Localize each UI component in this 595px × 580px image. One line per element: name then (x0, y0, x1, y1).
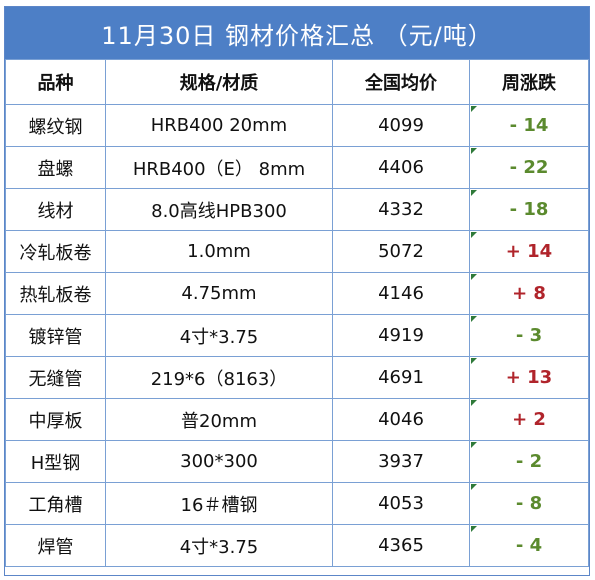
table-title: 11月30日 钢材价格汇总 （元/吨） (5, 7, 589, 59)
table-row: 焊管 4寸*3.75 4365 - 4 (5, 524, 589, 567)
cell-price: 4406 (332, 146, 470, 189)
cell-change: - 3 (469, 314, 589, 357)
cell-spec: 普20mm (105, 398, 333, 441)
change-value: + 8 (512, 283, 546, 304)
steel-price-table: 品种 规格/材质 全国均价 周涨跌 螺纹钢 HRB400 20mm 4099 - 14… (5, 59, 589, 567)
change-value: - 4 (515, 535, 543, 556)
cell-price: 4146 (332, 272, 470, 315)
cell-price: 4099 (332, 104, 470, 147)
corner-marker-icon (471, 358, 477, 364)
cell-variety: 线材 (5, 188, 106, 231)
table-row: 冷轧板卷 1.0mm 5072 + 14 (5, 230, 589, 273)
cell-price: 4919 (332, 314, 470, 357)
cell-variety: 工角槽 (5, 482, 106, 525)
cell-price: 4691 (332, 356, 470, 399)
price-value: 5072 (378, 241, 424, 262)
header-price: 全国均价 (332, 59, 470, 105)
price-summary-panel: 11月30日 钢材价格汇总 （元/吨） 品种 规格/材质 全国均价 周涨跌 螺纹… (4, 6, 590, 576)
table-row: 镀锌管 4寸*3.75 4919 - 3 (5, 314, 589, 357)
cell-spec: 16＃槽钢 (105, 482, 333, 525)
change-value: + 2 (512, 409, 546, 430)
table-row: 热轧板卷 4.75mm 4146 + 8 (5, 272, 589, 315)
corner-marker-icon (471, 442, 477, 448)
change-value: - 18 (509, 199, 549, 220)
change-value: + 13 (505, 367, 553, 388)
table-row: 中厚板 普20mm 4046 + 2 (5, 398, 589, 441)
cell-change: - 8 (469, 482, 589, 525)
table-row: H型钢 300*300 3937 - 2 (5, 440, 589, 483)
corner-marker-icon (471, 484, 477, 490)
change-value: - 14 (509, 115, 549, 136)
cell-spec: 4寸*3.75 (105, 524, 333, 567)
cell-change: - 4 (469, 524, 589, 567)
cell-variety: 螺纹钢 (5, 104, 106, 147)
cell-variety: 中厚板 (5, 398, 106, 441)
cell-change: - 22 (469, 146, 589, 189)
price-value: 4046 (378, 409, 424, 430)
corner-marker-icon (471, 232, 477, 238)
cell-spec: 4.75mm (105, 272, 333, 315)
header-spec: 规格/材质 (105, 59, 333, 105)
table-body: 螺纹钢 HRB400 20mm 4099 - 14 盘螺 HRB400（E） 8mm 440… (5, 104, 589, 567)
cell-spec: 4寸*3.75 (105, 314, 333, 357)
cell-variety: 镀锌管 (5, 314, 106, 357)
price-value: 4099 (378, 115, 424, 136)
cell-spec: HRB400 20mm (105, 104, 333, 147)
cell-variety: 无缝管 (5, 356, 106, 399)
cell-variety: 焊管 (5, 524, 106, 567)
table-row: 无缝管 219*6（8163） 4691 + 13 (5, 356, 589, 399)
corner-marker-icon (471, 190, 477, 196)
header-variety: 品种 (5, 59, 106, 105)
corner-marker-icon (471, 148, 477, 154)
cell-spec: HRB400（E） 8mm (105, 146, 333, 189)
corner-marker-icon (471, 274, 477, 280)
table-row: 盘螺 HRB400（E） 8mm 4406 - 22 (5, 146, 589, 189)
cell-variety: 热轧板卷 (5, 272, 106, 315)
cell-price: 4053 (332, 482, 470, 525)
price-value: 4365 (378, 535, 424, 556)
price-value: 3937 (378, 451, 424, 472)
cell-price: 4046 (332, 398, 470, 441)
cell-variety: H型钢 (5, 440, 106, 483)
cell-change: + 13 (469, 356, 589, 399)
header-change: 周涨跌 (469, 59, 589, 105)
corner-marker-icon (471, 400, 477, 406)
price-value: 4332 (378, 199, 424, 220)
header-row: 品种 规格/材质 全国均价 周涨跌 (5, 59, 589, 105)
corner-marker-icon (471, 526, 477, 532)
cell-change: + 2 (469, 398, 589, 441)
change-value: - 22 (509, 157, 549, 178)
cell-price: 4365 (332, 524, 470, 567)
cell-variety: 盘螺 (5, 146, 106, 189)
table-row: 工角槽 16＃槽钢 4053 - 8 (5, 482, 589, 525)
cell-spec: 219*6（8163） (105, 356, 333, 399)
cell-change: + 14 (469, 230, 589, 273)
corner-marker-icon (471, 316, 477, 322)
cell-change: + 8 (469, 272, 589, 315)
price-value: 4053 (378, 493, 424, 514)
cell-price: 5072 (332, 230, 470, 273)
cell-change: - 14 (469, 104, 589, 147)
change-value: - 8 (515, 493, 543, 514)
cell-spec: 300*300 (105, 440, 333, 483)
price-value: 4691 (378, 367, 424, 388)
table-row: 螺纹钢 HRB400 20mm 4099 - 14 (5, 104, 589, 147)
price-value: 4146 (378, 283, 424, 304)
price-value: 4406 (378, 157, 424, 178)
cell-price: 4332 (332, 188, 470, 231)
cell-change: - 18 (469, 188, 589, 231)
table-row: 线材 8.0高线HPB300 4332 - 18 (5, 188, 589, 231)
change-value: - 2 (515, 451, 543, 472)
price-value: 4919 (378, 325, 424, 346)
cell-change: - 2 (469, 440, 589, 483)
cell-variety: 冷轧板卷 (5, 230, 106, 273)
cell-spec: 1.0mm (105, 230, 333, 273)
corner-marker-icon (471, 106, 477, 112)
change-value: + 14 (505, 241, 553, 262)
change-value: - 3 (515, 325, 543, 346)
cell-price: 3937 (332, 440, 470, 483)
cell-spec: 8.0高线HPB300 (105, 188, 333, 231)
